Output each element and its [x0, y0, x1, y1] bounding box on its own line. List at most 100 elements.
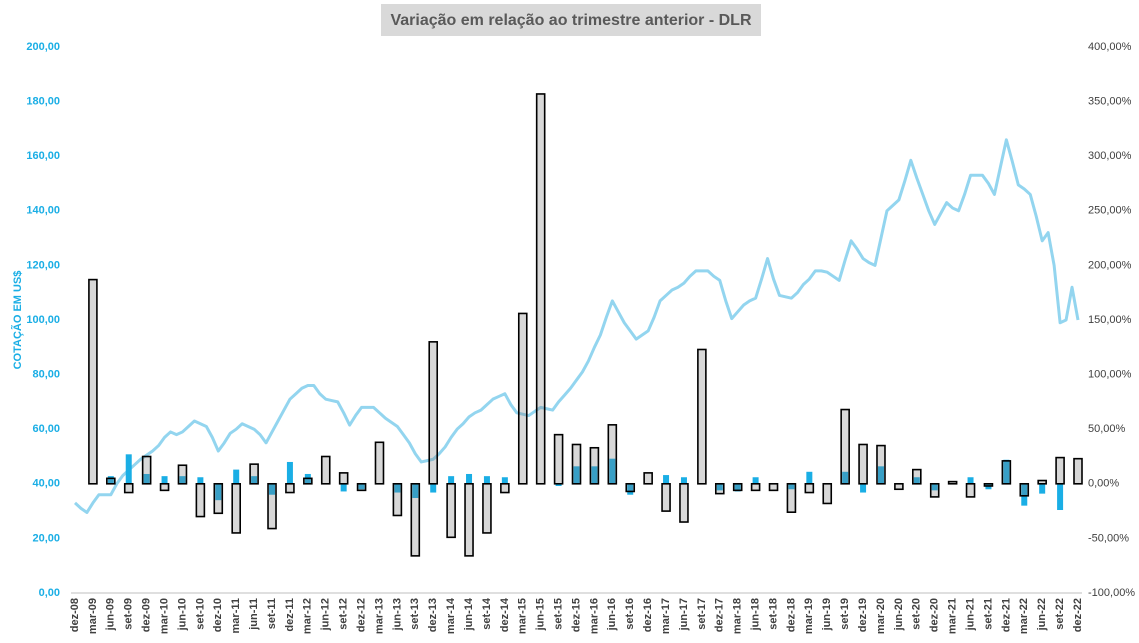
dividend-bar: [967, 477, 974, 484]
x-tick-label: mar-21: [947, 598, 959, 634]
price-line: [73, 138, 1080, 514]
change-bar: [249, 463, 259, 485]
change-bar: [392, 482, 403, 517]
change-bar: [320, 455, 331, 485]
dividend-bar: [716, 483, 723, 491]
change-bar: [267, 482, 277, 530]
change-bar: [571, 443, 582, 485]
y-tick-label: 40,00: [32, 478, 60, 490]
y-tick-label: 80,00: [32, 369, 60, 381]
dividend-bar: [430, 483, 437, 493]
change-bar: [159, 482, 170, 492]
x-tick-label: set-18: [767, 598, 779, 630]
change-bar: [983, 482, 994, 487]
dividend-bar: [143, 473, 150, 484]
y-tick-label: 100,00: [26, 314, 60, 326]
x-tick-label: dez-08: [69, 598, 81, 632]
x-tick-label: set-22: [1054, 598, 1066, 630]
dividend-bar: [161, 476, 168, 484]
dividend-bar: [394, 483, 401, 493]
x-tick-label: dez-22: [1072, 598, 1084, 632]
dividend-bar: [197, 477, 204, 484]
y2-tick-label: 250,00%: [1088, 205, 1132, 217]
dividend-bar: [179, 476, 186, 484]
change-bar: [768, 482, 779, 492]
dividend-bar: [591, 466, 598, 484]
change-bar: [947, 480, 958, 485]
x-tick-label: dez-10: [212, 598, 224, 632]
x-tick-label: dez-18: [785, 598, 797, 632]
change-bar: [1073, 457, 1083, 485]
dividend-bar: [877, 466, 884, 484]
change-bar: [804, 482, 815, 494]
change-bar: [750, 482, 761, 492]
y-axis-label: COTAÇÃO EM US$: [11, 271, 24, 370]
dividend-bar: [860, 483, 867, 493]
change-bar: [697, 348, 707, 485]
x-tick-label: dez-11: [284, 598, 296, 632]
x-tick-label: dez-14: [499, 597, 511, 632]
dividend-bar: [483, 476, 490, 484]
dividend-bar: [215, 483, 222, 501]
x-tick-label: set-14: [481, 597, 493, 630]
x-tick-label: mar-14: [445, 597, 457, 634]
dividend-bar: [107, 476, 114, 484]
y2-tick-label: 350,00%: [1088, 96, 1132, 108]
x-tick-label: jun-19: [821, 598, 833, 631]
dividend-bar: [412, 483, 419, 498]
y2-tick-label: -50,00%: [1088, 532, 1129, 544]
x-tick-label: set-19: [839, 598, 851, 630]
change-bar: [410, 482, 421, 557]
x-tick-label: set-21: [982, 598, 994, 630]
dividend-bar: [251, 476, 258, 484]
title-box: [381, 4, 761, 36]
dividend-bar: [788, 483, 795, 490]
x-tick-label: jun-10: [176, 598, 188, 631]
change-bar: [106, 477, 116, 485]
x-tick-label: mar-16: [588, 598, 600, 634]
x-tick-label: set-12: [338, 598, 350, 630]
x-tick-label: dez-09: [141, 598, 153, 632]
x-tick-label: dez-12: [355, 598, 367, 632]
dividend-bar: [286, 461, 293, 484]
dividend-bar: [501, 477, 508, 484]
x-tick-label: jun-20: [893, 598, 905, 631]
x-tick-label: set-11: [266, 598, 278, 629]
x-tick-label: mar-11: [230, 598, 242, 633]
x-tick-label: dez-17: [714, 598, 726, 632]
change-bar: [607, 424, 618, 485]
y-tick-label: 0,00: [39, 587, 60, 599]
dividend-bar: [663, 475, 670, 484]
x-tick-label: jun-13: [391, 598, 403, 631]
dividend-bar: [555, 483, 562, 486]
y2-tick-label: 300,00%: [1088, 150, 1132, 162]
dividend-bar: [233, 469, 240, 484]
x-tick-label: dez-21: [1000, 598, 1012, 632]
change-bar: [500, 482, 510, 494]
x-tick-label: jun-09: [105, 598, 117, 631]
dividend-bar: [752, 477, 759, 484]
x-tick-label: jun-11: [248, 598, 260, 631]
change-bar: [141, 455, 152, 485]
y-tick-label: 60,00: [32, 423, 60, 435]
change-bar: [356, 482, 367, 492]
y-tick-label: 20,00: [32, 532, 60, 544]
dividend-bar: [1003, 459, 1010, 484]
x-tick-label: set-10: [194, 598, 206, 630]
dividend-bar: [609, 458, 616, 484]
dividend-bar: [931, 483, 938, 491]
x-tick-label: mar-15: [517, 598, 529, 634]
change-bar: [446, 482, 456, 539]
change-bar: [929, 482, 940, 498]
change-bar: [88, 278, 98, 485]
y2-tick-label: -100,00%: [1088, 587, 1135, 599]
dividend-bar: [734, 483, 741, 492]
dividend-bar: [913, 477, 920, 484]
x-tick-label: jun-16: [606, 598, 618, 631]
change-bar: [1037, 479, 1047, 485]
change-bar: [912, 468, 922, 485]
change-bar: [374, 441, 385, 485]
y-tick-label: 180,00: [26, 96, 60, 108]
x-tick-label: jun-14: [463, 597, 475, 631]
x-tick-label: set-17: [696, 598, 708, 630]
